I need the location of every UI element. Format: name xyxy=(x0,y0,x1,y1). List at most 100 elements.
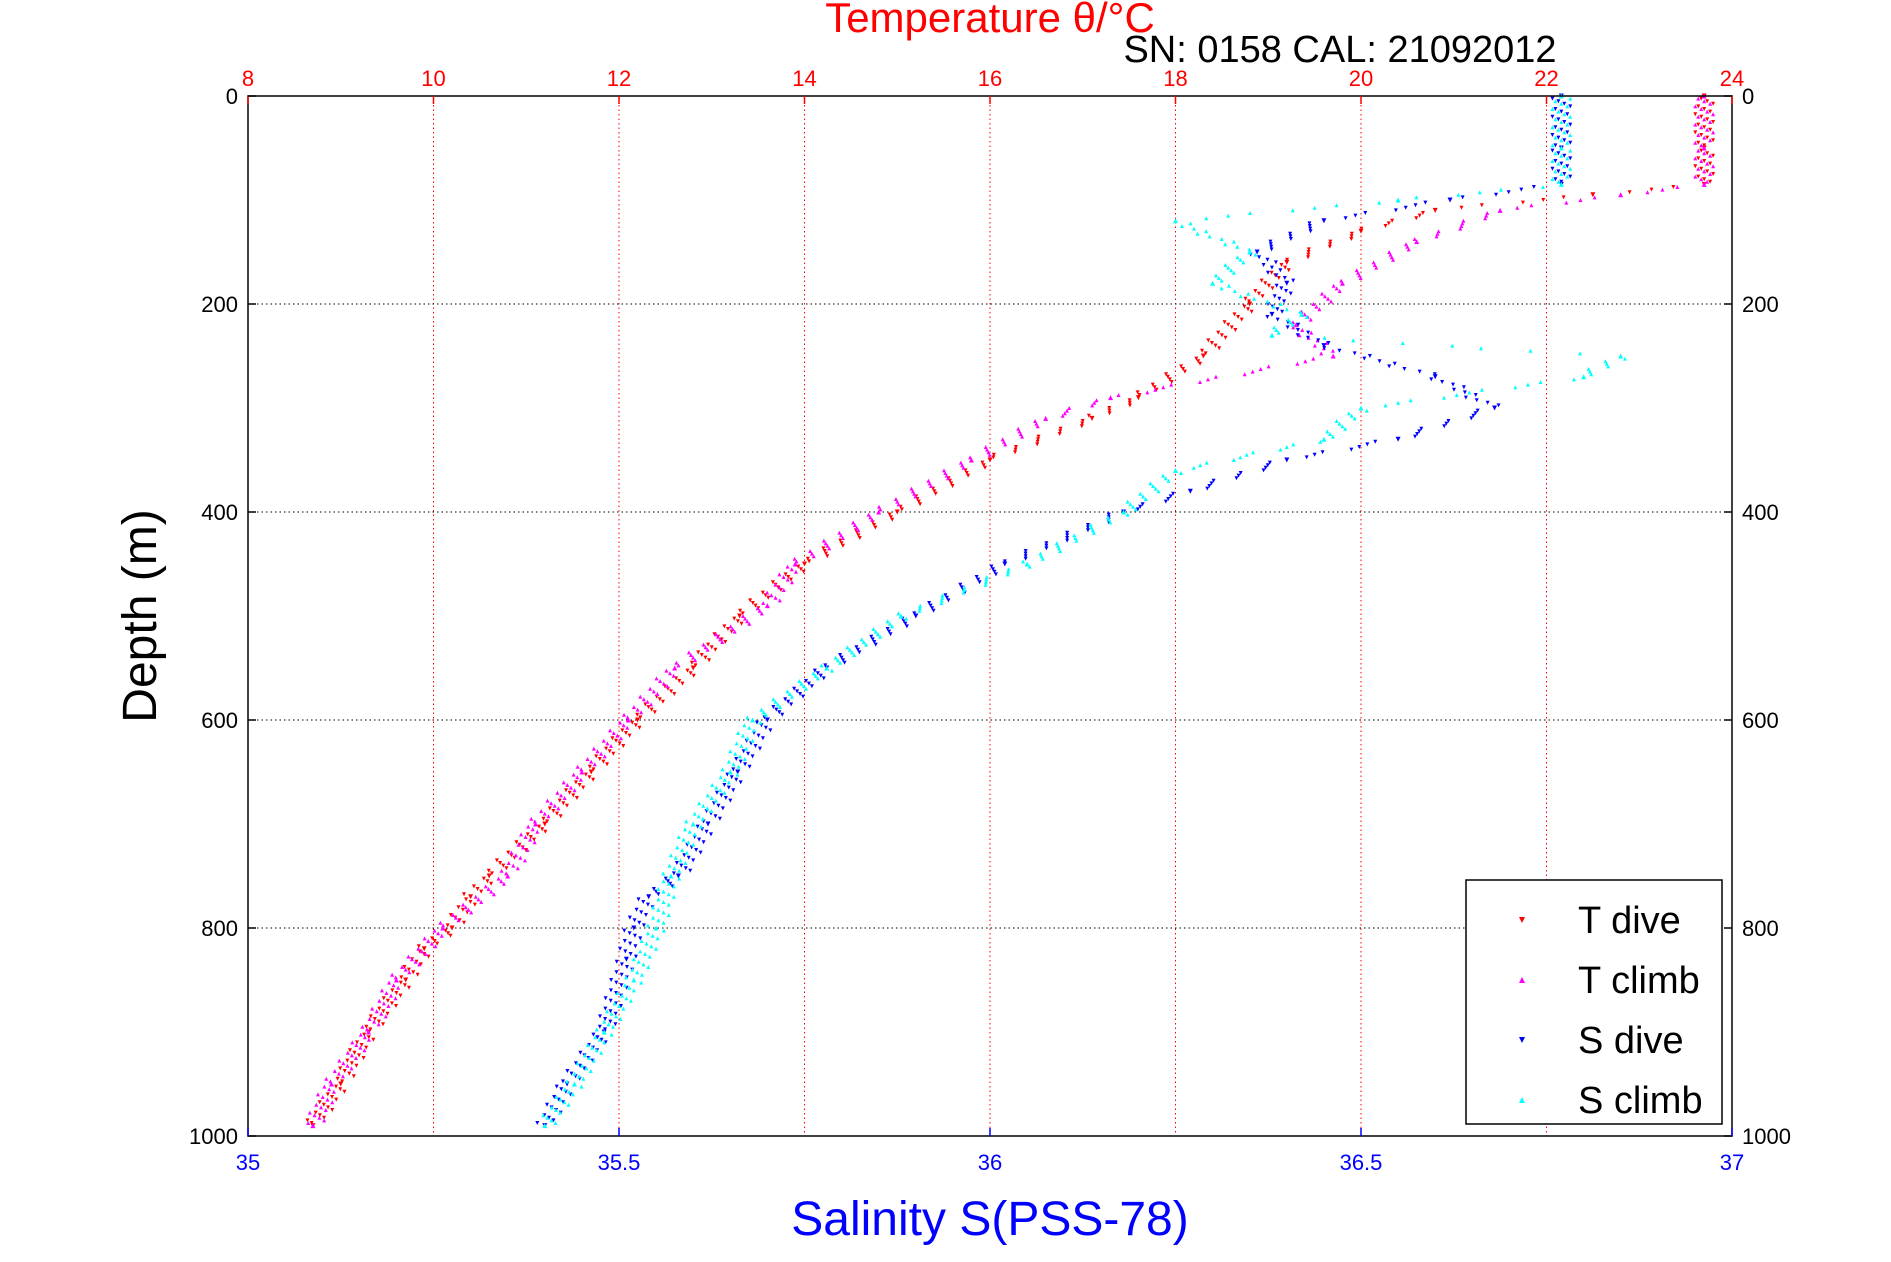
data-point-interp xyxy=(824,551,829,556)
data-point-interp xyxy=(572,788,577,793)
data-point-interp xyxy=(579,1084,584,1089)
data-point-interp xyxy=(733,751,738,756)
data-point-interp xyxy=(976,577,981,582)
depth-tick-label-right: 400 xyxy=(1742,500,1779,525)
data-point xyxy=(1581,374,1587,380)
data-point xyxy=(750,717,756,723)
data-point-interp xyxy=(345,1058,350,1063)
data-point-interp xyxy=(798,567,803,572)
data-point-interp xyxy=(1485,400,1490,405)
data-point-interp xyxy=(743,616,748,621)
data-point-interp xyxy=(614,970,619,975)
data-point-interp xyxy=(887,629,892,634)
data-point-interp xyxy=(364,1024,369,1029)
depth-tick-label-left: 400 xyxy=(201,500,238,525)
data-point-interp xyxy=(661,879,666,884)
data-point-interp xyxy=(1561,195,1566,200)
data-point-interp xyxy=(1080,419,1085,423)
data-point-interp xyxy=(752,728,757,733)
data-point-interp xyxy=(1278,302,1283,306)
data-point-interp xyxy=(1288,237,1293,241)
data-point-interp xyxy=(652,710,657,715)
data-point-interp xyxy=(871,627,876,631)
data-point-interp xyxy=(805,556,810,561)
data-point xyxy=(1135,395,1141,401)
data-point-interp xyxy=(1179,364,1184,369)
data-point-interp xyxy=(1285,325,1290,330)
data-point-interp xyxy=(511,863,516,868)
data-point-interp xyxy=(720,806,725,811)
depth-tick-label-right: 0 xyxy=(1742,84,1754,109)
data-point-interp xyxy=(623,731,628,735)
data-point-interp xyxy=(833,655,838,660)
data-point-interp xyxy=(991,455,996,460)
depth-tick-label-right: 1000 xyxy=(1742,1124,1791,1149)
data-point-interp xyxy=(1568,156,1573,161)
data-point xyxy=(737,613,743,619)
data-point-interp xyxy=(582,1053,587,1058)
data-point-interp xyxy=(686,840,691,845)
data-point-interp xyxy=(591,777,596,782)
data-point-interp xyxy=(1693,104,1698,109)
data-point-interp xyxy=(1035,439,1040,444)
data-point-interp xyxy=(306,1121,311,1125)
data-point-interp xyxy=(1440,380,1445,384)
data-point-interp xyxy=(526,824,531,829)
data-point-interp xyxy=(868,515,873,520)
data-point-interp xyxy=(962,588,967,592)
data-point-interp xyxy=(654,946,659,951)
data-point-interp xyxy=(1266,270,1271,275)
data-point-interp xyxy=(605,741,610,746)
data-point-interp xyxy=(857,650,862,655)
data-point-interp xyxy=(1325,429,1330,434)
data-point-interp xyxy=(895,499,900,504)
data-point-interp xyxy=(621,744,626,748)
data-point-interp xyxy=(1705,127,1710,132)
data-point-interp xyxy=(631,957,636,962)
data-point-interp xyxy=(789,694,794,699)
data-point-interp xyxy=(559,1087,564,1092)
data-point-interp xyxy=(849,650,854,655)
data-point-interp xyxy=(1708,179,1713,184)
data-point-interp xyxy=(603,996,608,1001)
data-point-interp xyxy=(926,478,931,483)
data-point-interp xyxy=(1529,203,1534,208)
data-point-interp xyxy=(962,585,967,590)
data-point-interp xyxy=(545,1102,550,1107)
data-point-interp xyxy=(1328,432,1333,436)
data-point-interp xyxy=(946,598,951,603)
depth-tick-label-left: 0 xyxy=(226,84,238,109)
data-point-interp xyxy=(1420,211,1425,215)
data-point-interp xyxy=(1135,507,1140,512)
data-point-interp xyxy=(581,1076,586,1081)
data-point-interp xyxy=(332,1069,337,1073)
data-point-interp xyxy=(506,850,511,855)
data-point-interp xyxy=(367,1017,372,1021)
data-point-interp xyxy=(691,858,696,863)
data-point xyxy=(824,665,830,671)
data-point-interp xyxy=(593,1035,598,1040)
data-point-interp xyxy=(618,1017,623,1021)
data-point-interp xyxy=(680,848,685,852)
data-point-interp xyxy=(1559,127,1564,132)
data-point-interp xyxy=(1219,333,1224,338)
data-point-interp xyxy=(945,476,950,481)
data-point-interp xyxy=(1259,278,1264,283)
data-point-interp xyxy=(1282,299,1287,304)
data-point-interp xyxy=(334,1097,339,1102)
data-point-interp xyxy=(307,1110,312,1115)
data-point-interp xyxy=(913,494,918,499)
data-point-interp xyxy=(1246,291,1251,296)
data-point-interp xyxy=(1244,452,1249,457)
data-point-interp xyxy=(1116,393,1121,397)
data-point-interp xyxy=(576,1074,581,1079)
data-point-interp xyxy=(1223,263,1228,267)
data-point-interp xyxy=(1005,572,1010,577)
data-point-interp xyxy=(773,582,778,587)
data-point-interp xyxy=(1209,341,1214,345)
data-point-interp xyxy=(716,803,721,808)
data-point-interp xyxy=(486,887,491,891)
data-point-interp xyxy=(720,767,725,772)
data-point-interp xyxy=(1483,216,1488,221)
data-point xyxy=(440,925,446,931)
